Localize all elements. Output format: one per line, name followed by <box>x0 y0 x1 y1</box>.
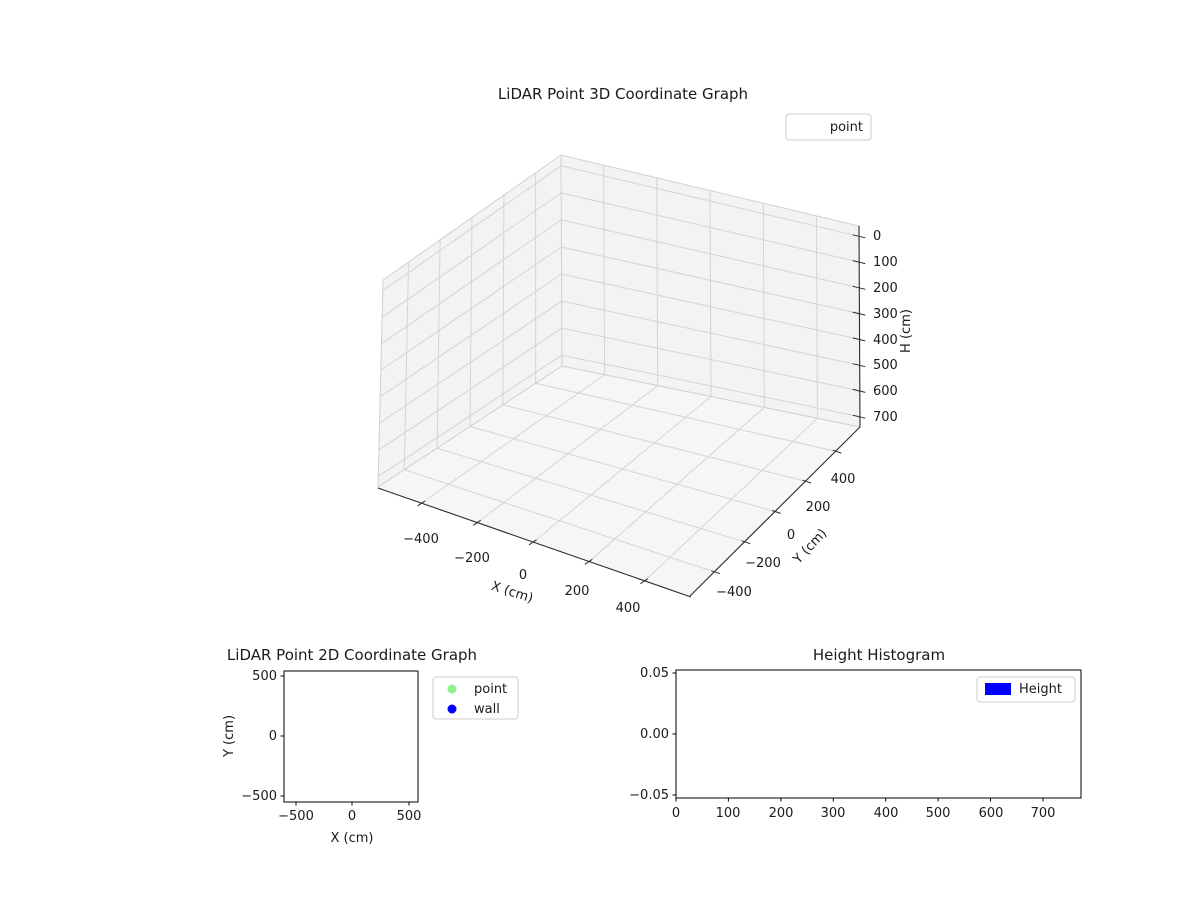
legend-3d-point-label: point <box>830 120 863 135</box>
x-ticks-3d <box>417 500 649 585</box>
x-axis-spine-3d <box>377 487 692 598</box>
x-tick-label: 0 <box>672 806 680 821</box>
y-tick-labels-3d: −400 −200 0 200 400 <box>716 472 855 600</box>
x-tick-label: 500 <box>926 806 951 821</box>
legend-2d-wall-label: wall <box>474 702 500 717</box>
y-ticks-2d <box>280 675 284 797</box>
z-axis-label-3d: H (cm) <box>899 309 914 353</box>
grid-floor <box>404 374 836 581</box>
y-axis-label-3d: Y (cm) <box>790 526 830 568</box>
x-tick-label: −200 <box>454 551 490 566</box>
z-tick-labels-3d: 0 100 200 300 400 500 600 700 <box>873 229 898 425</box>
plot-2d-title: LiDAR Point 2D Coordinate Graph <box>227 646 477 664</box>
y-tick-label: 0 <box>787 528 795 543</box>
legend-2d-point-label: point <box>474 682 507 697</box>
pane-border-far-right <box>561 365 861 428</box>
x-tick-labels-3d: −400 −200 0 200 400 <box>403 532 640 616</box>
y-tick-labels-2d: 500 0 −500 <box>241 669 277 804</box>
x-tick-label: 500 <box>397 809 422 824</box>
y-tick-label: 0.00 <box>640 727 669 742</box>
z-tick-label: 200 <box>873 281 898 296</box>
x-tick-label: 200 <box>769 806 794 821</box>
legend-hist: Height <box>976 676 1076 703</box>
grid-right-wall <box>560 165 861 419</box>
legend-2d-point-marker <box>447 684 457 694</box>
z-tick-label: 500 <box>873 358 898 373</box>
x-ticks-2d <box>295 802 410 806</box>
x-tick-labels-hist: 0 100 200 300 400 500 600 700 <box>672 806 1056 821</box>
y-tick-label: 0.05 <box>640 666 669 681</box>
x-axis-label-3d: X (cm) <box>489 579 535 607</box>
z-tick-label: 300 <box>873 307 898 322</box>
y-ticks-3d <box>711 449 842 575</box>
legend-2d-wall-marker <box>447 704 457 714</box>
z-axis-spine-3d <box>858 225 861 428</box>
y-tick-label: 400 <box>831 472 856 487</box>
y-ticks-hist <box>672 672 676 796</box>
x-tick-label: 400 <box>616 601 641 616</box>
z-tick-label: 100 <box>873 255 898 270</box>
x-tick-label: 600 <box>979 806 1004 821</box>
grid-left-wall <box>378 165 563 477</box>
legend-hist-height-label: Height <box>1019 682 1062 697</box>
x-tick-label: −400 <box>403 532 439 547</box>
y-tick-label: −0.05 <box>629 788 669 803</box>
y-tick-label: 0 <box>269 729 277 744</box>
pane-border-left <box>377 279 384 488</box>
x-tick-labels-2d: −500 0 500 <box>278 809 421 824</box>
x-tick-label: 400 <box>874 806 899 821</box>
x-ticks-hist <box>675 798 1044 802</box>
y-tick-label: −500 <box>241 789 277 804</box>
y-tick-label: 500 <box>252 669 277 684</box>
hist-title: Height Histogram <box>813 646 945 664</box>
z-tick-label: 400 <box>873 333 898 348</box>
y-axis-label-2d: Y (cm) <box>222 715 237 758</box>
pane-left-wall <box>378 155 562 487</box>
y-tick-label: −200 <box>745 556 781 571</box>
legend-2d: point wall <box>432 676 519 720</box>
x-tick-label: −500 <box>278 809 314 824</box>
z-tick-label: 600 <box>873 384 898 399</box>
plot-2d-axes-box <box>283 670 419 803</box>
legend-3d: point <box>785 113 872 141</box>
z-ticks-3d <box>852 234 866 419</box>
plot-3d-title: LiDAR Point 3D Coordinate Graph <box>498 85 748 103</box>
pane-floor <box>378 366 860 596</box>
x-tick-label: 200 <box>565 584 590 599</box>
z-tick-label: 700 <box>873 410 898 425</box>
y-tick-label: −400 <box>716 585 752 600</box>
plot-hist: Height Histogram 0.05 0.00 −0.05 0 100 <box>629 646 1082 821</box>
x-tick-label: 300 <box>821 806 846 821</box>
x-tick-label: 0 <box>348 809 356 824</box>
plot-3d: LiDAR Point 3D Coordinate Graph <box>377 85 914 616</box>
x-axis-label-2d: X (cm) <box>331 831 374 846</box>
plot-2d: LiDAR Point 2D Coordinate Graph 500 0 −5… <box>222 646 519 846</box>
legend-3d-box <box>785 113 872 141</box>
x-tick-label: 100 <box>716 806 741 821</box>
z-tick-label: 0 <box>873 229 881 244</box>
y-tick-label: 200 <box>806 500 831 515</box>
legend-hist-height-swatch <box>985 683 1011 695</box>
x-tick-label: 700 <box>1031 806 1056 821</box>
y-tick-labels-hist: 0.05 0.00 −0.05 <box>629 666 669 803</box>
x-tick-label: 0 <box>519 568 527 583</box>
